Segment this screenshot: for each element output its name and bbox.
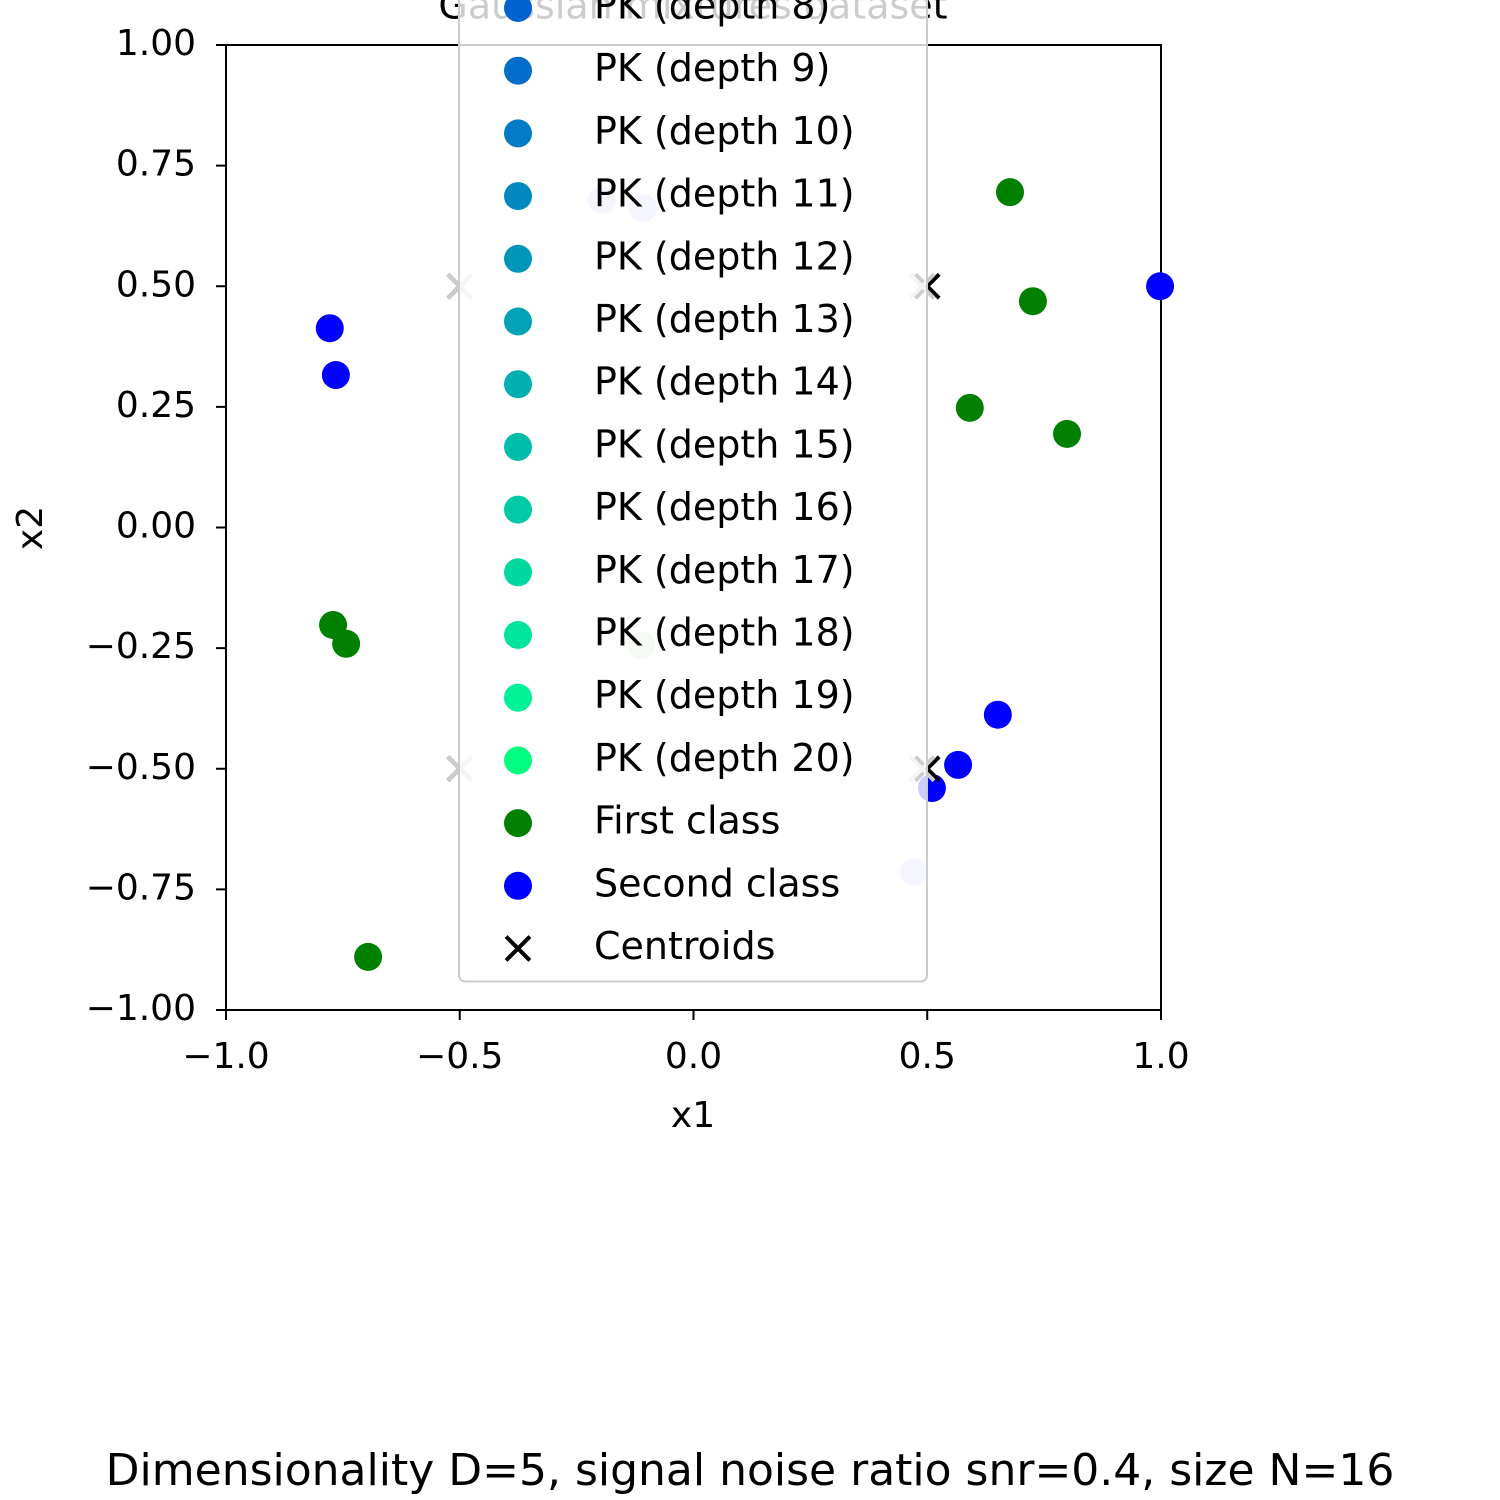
legend-label: PK (depth 11) bbox=[594, 172, 855, 216]
legend-label: PK (depth 16) bbox=[594, 485, 855, 529]
legend-label: PK (depth 8) bbox=[594, 0, 830, 28]
y-tick-label: 1.00 bbox=[116, 23, 196, 64]
point bbox=[504, 0, 532, 22]
legend-label: PK (depth 18) bbox=[594, 611, 855, 655]
legend-label: PK (depth 10) bbox=[594, 109, 855, 153]
x-tick-label: 0.0 bbox=[665, 1036, 722, 1077]
point bbox=[504, 558, 532, 587]
x-axis-label: x1 bbox=[671, 1095, 715, 1136]
point bbox=[332, 629, 361, 658]
point bbox=[504, 244, 532, 273]
legend-label: PK (depth 15) bbox=[594, 422, 855, 466]
point bbox=[504, 809, 532, 838]
point bbox=[504, 432, 532, 461]
legend-label: PK (depth 14) bbox=[594, 360, 855, 404]
y-tick-label: 0.50 bbox=[116, 264, 196, 305]
legend-box bbox=[458, 0, 928, 983]
point bbox=[504, 495, 532, 524]
point bbox=[504, 370, 532, 399]
legend-label: PK (depth 20) bbox=[594, 736, 855, 780]
y-tick-label: −1.00 bbox=[86, 988, 196, 1029]
legend-label: PK (depth 13) bbox=[594, 297, 855, 341]
x-tick-label: 0.5 bbox=[899, 1036, 956, 1077]
point bbox=[321, 361, 350, 390]
legend-label: Second class bbox=[594, 861, 840, 905]
x-tick-label: −0.5 bbox=[416, 1036, 503, 1077]
y-axis-label: x2 bbox=[10, 506, 51, 550]
point bbox=[504, 56, 532, 85]
y-tick-label: −0.50 bbox=[86, 747, 196, 788]
legend-label: PK (depth 9) bbox=[594, 46, 830, 90]
point bbox=[944, 750, 973, 779]
point bbox=[983, 700, 1012, 729]
point bbox=[504, 871, 532, 900]
point bbox=[315, 314, 344, 343]
point bbox=[1018, 287, 1047, 316]
plot-area: −1.0 −0.5 0.0 0.5 1.0 1.00 0.75 0.50 0.25 0.00 −0.… bbox=[86, 23, 1190, 1077]
legend-label: PK (depth 12) bbox=[594, 234, 855, 278]
point bbox=[995, 178, 1024, 207]
point bbox=[504, 621, 532, 649]
y-tick-label: −0.25 bbox=[86, 626, 196, 667]
legend-label: PK (depth 17) bbox=[594, 548, 855, 592]
y-tick-label: 0.00 bbox=[116, 506, 196, 547]
point bbox=[504, 307, 532, 336]
point bbox=[504, 683, 532, 712]
legend: PK (depth 8) PK (depth 9) PK (depth 10) PK … bbox=[458, 0, 928, 983]
point bbox=[504, 746, 532, 775]
point bbox=[354, 942, 383, 971]
footer-note: Dimensionality D=5, signal noise ratio s… bbox=[106, 1445, 1395, 1496]
legend-label: Centroids bbox=[594, 924, 775, 968]
y-tick-label: 0.25 bbox=[116, 385, 196, 426]
legend-label: PK (depth 19) bbox=[594, 673, 855, 717]
x-tick-label: −1.0 bbox=[182, 1036, 269, 1077]
point bbox=[504, 119, 532, 148]
y-tick-label: 0.75 bbox=[116, 144, 196, 185]
y-tick-label: −0.75 bbox=[86, 867, 196, 908]
point bbox=[1053, 419, 1082, 448]
point bbox=[1146, 272, 1175, 301]
point bbox=[504, 182, 532, 211]
legend-label: First class bbox=[594, 799, 780, 843]
cross-marker bbox=[504, 935, 532, 962]
x-tick-label: 1.0 bbox=[1132, 1036, 1189, 1077]
point bbox=[955, 393, 984, 422]
